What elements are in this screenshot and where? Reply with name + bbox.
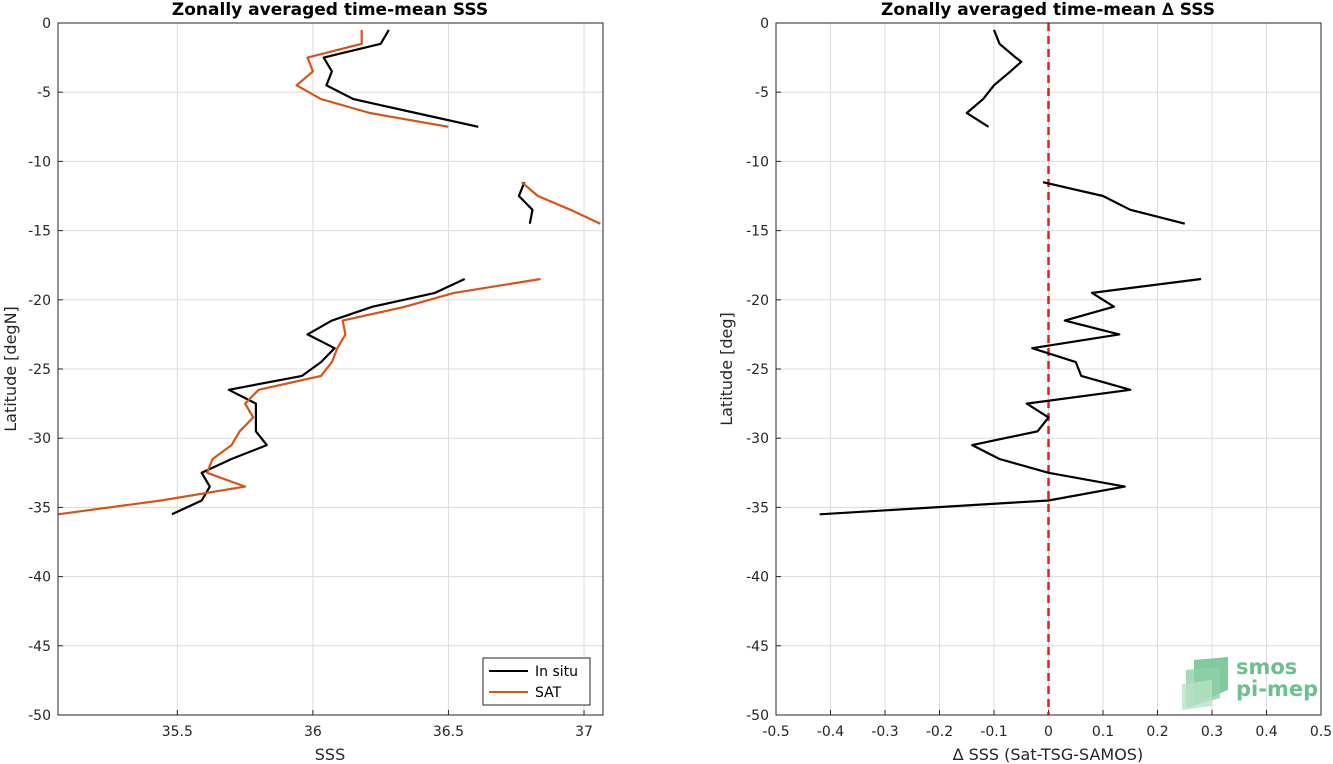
x-tick-label: 0.1: [1092, 724, 1114, 740]
y-tick-label: -30: [746, 431, 769, 447]
y-tick-label: -40: [746, 570, 769, 586]
x-tick-label: 0.2: [1146, 724, 1168, 740]
delta-sss-line-segment: [965, 29, 1023, 128]
x-tick-label: 0.3: [1201, 724, 1223, 740]
x-tick-label: -0.2: [926, 724, 953, 740]
y-tick-label: -25: [28, 362, 51, 378]
right-x-axis-label: ∆ SSS (Sat-TSG-SAMOS): [952, 745, 1143, 764]
sat-line-segment: [295, 29, 449, 128]
sat-line-segment: [58, 277, 541, 516]
y-tick-label: 0: [42, 16, 51, 32]
legend-label-sat: SAT: [535, 685, 562, 701]
y-tick-label: -35: [28, 500, 51, 516]
left-chart: 35.5 36 36.5 37 0 -5 -10 -15 -20 -25 -30 -35 -40 -45 -…: [1, 0, 604, 764]
logo-text-smos: smos: [1236, 655, 1297, 679]
y-tick-label: -20: [746, 293, 769, 309]
x-tick-label: -0.5: [762, 724, 789, 740]
right-axes-frame: [775, 22, 1322, 716]
y-tick-label: -45: [746, 639, 769, 655]
y-tick-label: 0: [760, 16, 769, 32]
x-tick-label: 35.5: [162, 724, 193, 740]
y-tick-label: -5: [37, 85, 51, 101]
left-x-axis-label: SSS: [315, 745, 345, 764]
left-chart-title: Zonally averaged time-mean SSS: [172, 0, 488, 20]
legend: In situ SAT: [482, 657, 591, 706]
y-tick-label: -15: [28, 224, 51, 240]
y-tick-label: -50: [746, 708, 769, 724]
in-situ-line-segment: [517, 181, 534, 224]
x-tick-label: 0.5: [1310, 724, 1332, 740]
y-tick-label: -30: [28, 431, 51, 447]
y-tick-label: -25: [746, 362, 769, 378]
legend-label-in-situ: In situ: [535, 664, 578, 680]
x-tick-label: -0.4: [817, 724, 844, 740]
y-tick-label: -35: [746, 500, 769, 516]
x-tick-label: 36: [304, 724, 322, 740]
y-tick-label: -40: [28, 570, 51, 586]
y-tick-label: -10: [28, 154, 51, 170]
x-tick-label: 0.4: [1255, 724, 1277, 740]
right-chart: -0.5 -0.4 -0.3 -0.2 -0.1 0 0.1 0.2 0.3 0.4 0.5 0 -5 -…: [717, 0, 1332, 764]
y-tick-label: -50: [28, 708, 51, 724]
x-tick-label: 0: [1044, 724, 1053, 740]
logo-text-pi-mep: pi-mep: [1236, 677, 1318, 701]
left-tick-labels: 35.5 36 36.5 37 0 -5 -10 -15 -20 -25 -30 -35 -40 -45 -…: [28, 16, 593, 740]
right-series-group: [819, 29, 1202, 516]
y-tick-label: -5: [755, 85, 769, 101]
in-situ-line-segment: [171, 278, 466, 516]
y-tick-label: -20: [28, 293, 51, 309]
legend-box: [482, 657, 591, 706]
smos-pi-mep-logo: smos pi-mep: [1182, 655, 1318, 710]
x-tick-label: -0.1: [980, 724, 1007, 740]
sat-line-segment: [520, 181, 601, 225]
in-situ-line-segment: [322, 29, 479, 128]
left-axes-frame: [57, 22, 604, 716]
x-tick-label: 37: [575, 724, 593, 740]
delta-sss-line-segment: [819, 277, 1202, 516]
left-y-axis-label: Latitude [degN]: [1, 306, 20, 432]
right-tick-labels: -0.5 -0.4 -0.3 -0.2 -0.1 0 0.1 0.2 0.3 0.4 0.5 0 -5 -…: [746, 16, 1332, 740]
x-tick-label: -0.3: [871, 724, 898, 740]
y-tick-label: -10: [746, 154, 769, 170]
logo-mark-icon: [1182, 657, 1228, 710]
right-chart-title: Zonally averaged time-mean ∆ SSS: [881, 0, 1215, 20]
left-series-group: [58, 29, 601, 516]
x-tick-label: 36.5: [433, 724, 464, 740]
delta-sss-line-segment: [1042, 181, 1186, 225]
y-tick-label: -15: [746, 224, 769, 240]
right-y-axis-label: Latitude [deg]: [717, 312, 736, 426]
y-tick-label: -45: [28, 639, 51, 655]
